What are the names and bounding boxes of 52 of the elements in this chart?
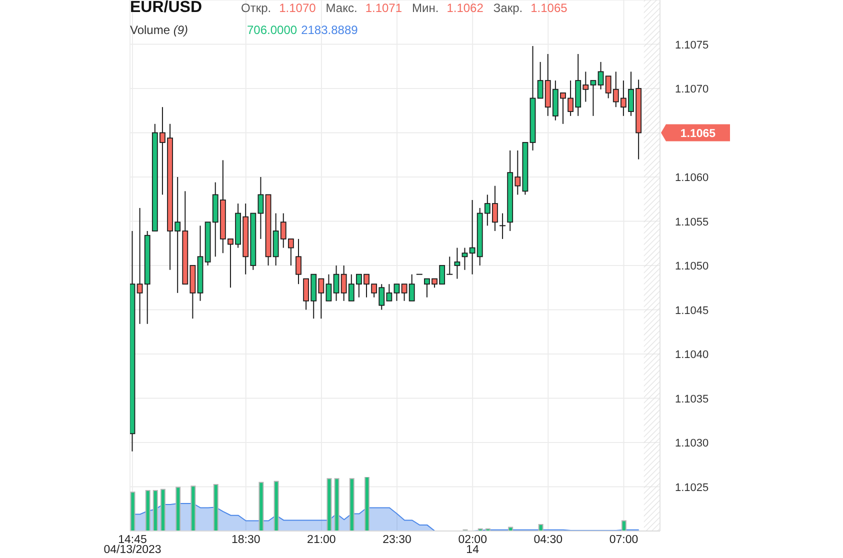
y-tick-label: 1.1030 (675, 438, 709, 450)
bar (364, 477, 370, 531)
candlestick (296, 238, 302, 285)
candlestick (136, 207, 143, 324)
x-tick-label: 07:00 (609, 534, 638, 546)
candlestick (258, 176, 264, 240)
y-tick-label: 1.1060 (675, 172, 709, 184)
candlestick (499, 212, 506, 240)
bar (508, 526, 514, 531)
candlestick (333, 265, 340, 302)
x-tick-label: 18:30 (231, 534, 260, 546)
bar (334, 478, 340, 531)
y-tick-label: 1.1075 (675, 39, 709, 52)
bar (176, 486, 181, 531)
y-tick-label: 1.1055 (675, 216, 709, 228)
y-tick-label: 1.1035 (675, 393, 709, 406)
annotation: 2183.8889 (301, 22, 358, 38)
candlestick (408, 274, 415, 302)
x-tick-label: 04:30 (534, 534, 563, 546)
bar (190, 486, 196, 531)
bar (349, 478, 354, 531)
bar (160, 488, 166, 531)
chart-title: EUR/USD (130, 0, 202, 16)
x-tick-label: 23:30 (382, 534, 412, 546)
y-tick-label: 1.1050 (675, 260, 709, 272)
candlestick (462, 247, 468, 270)
chart-title: Volume (9) (130, 23, 188, 37)
bar (152, 490, 158, 531)
bar (258, 482, 264, 531)
bar (130, 492, 136, 531)
y-tick-label: 1.1040 (675, 349, 709, 361)
candlestick (401, 284, 408, 302)
x-tick-label: 21:00 (307, 534, 336, 546)
text: 1.1065 (680, 128, 716, 140)
y-tick-label: 1.1070 (675, 84, 709, 96)
candlestick (598, 61, 604, 90)
candlestick (454, 247, 460, 280)
bar (326, 478, 332, 531)
candlestick (590, 80, 596, 116)
candlestick (394, 284, 400, 302)
candlestick (326, 274, 332, 302)
bar (538, 524, 544, 531)
bar (274, 480, 279, 531)
annotation: 706.0000 (247, 22, 298, 38)
x-tick-label: 14:45 04/13/2023 (104, 534, 162, 556)
bar (213, 484, 218, 531)
x-tick-label: 02:00 14 (458, 534, 487, 556)
chart-subtitle: Откр. 1.1070 Макс. 1.1071 Мин. 1.1062 Закр. 1.1065 (241, 0, 568, 16)
y-tick-label: 1.1025 (675, 482, 709, 494)
bar (145, 490, 150, 531)
y-tick-label: 1.1045 (675, 304, 709, 317)
bar (621, 520, 626, 531)
